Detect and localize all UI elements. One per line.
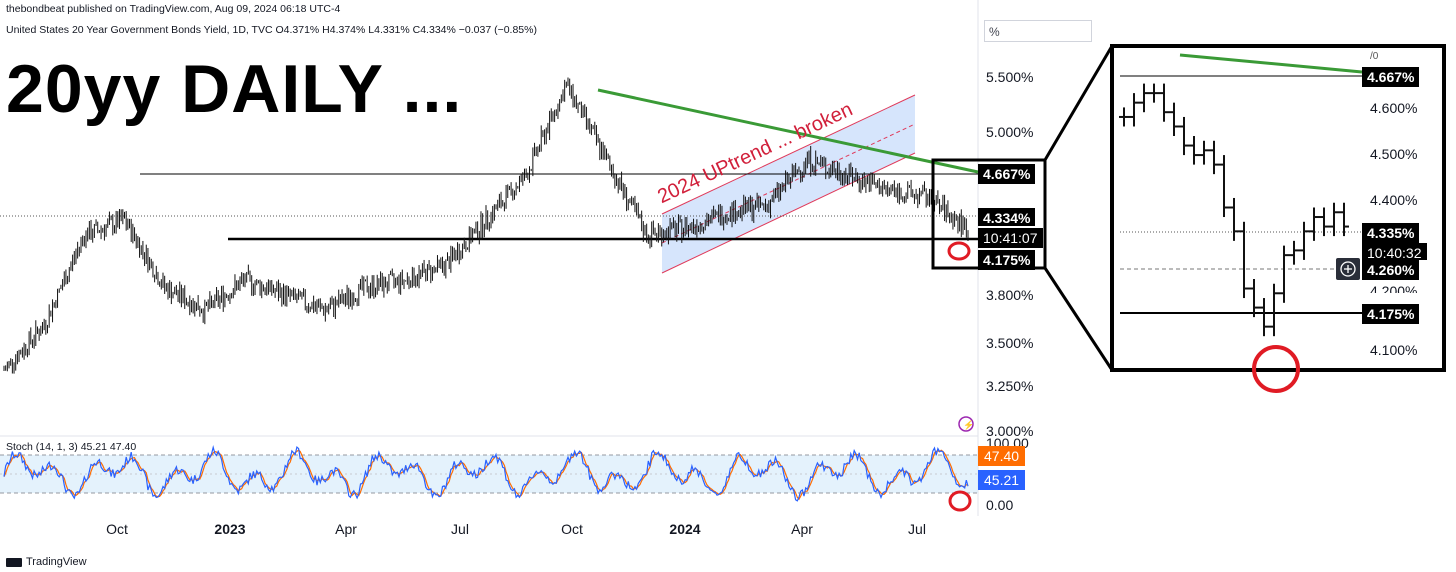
inset-downtrend-line <box>1179 53 1363 74</box>
inset-price-tick: 4.600% <box>1370 100 1418 116</box>
stoch-tick-0: 0.00 <box>986 497 1014 513</box>
price-tick: 3.250% <box>986 378 1034 394</box>
time-tick: Apr <box>335 521 357 537</box>
channel-upper-line <box>661 94 916 215</box>
unit-box[interactable]: % <box>984 20 1092 42</box>
alert-icon <box>958 416 974 432</box>
inset-cursor-tag: 4.260% <box>1362 260 1420 280</box>
inset-last-price-tag: 4.335% <box>1362 223 1420 243</box>
last-price-tag: 4.334% <box>978 208 1036 226</box>
plus-circle-icon <box>1340 261 1356 277</box>
stoch-k-tag: 45.21 <box>978 470 1026 490</box>
tradingview-footer[interactable]: TradingView <box>6 556 87 568</box>
support-price-tag: 4.175% <box>978 250 1036 270</box>
resistance-price-tag: 4.667% <box>978 164 1036 184</box>
inset-countdown-tag: 10:40:32 <box>1362 243 1427 260</box>
time-tick: Apr <box>791 521 813 537</box>
inset-price-tick: 4.500% <box>1370 146 1418 162</box>
zoom-connector-top <box>1043 45 1114 161</box>
low-circle-stoch <box>948 490 972 512</box>
stoch-d-tag: 47.40 <box>978 446 1026 466</box>
price-tick: 3.800% <box>986 287 1034 303</box>
time-tick-year: 2023 <box>214 521 246 537</box>
price-tick: 3.000% <box>986 423 1034 439</box>
publisher-line: thebondbeat published on TradingView.com… <box>6 3 341 15</box>
countdown-tag: 10:41:07 <box>978 228 1043 248</box>
alert-glyph: ⚡ <box>963 419 974 431</box>
inset-price-tick: 4.100% <box>1370 342 1418 358</box>
zoom-connector-bottom <box>1043 267 1114 371</box>
price-bars <box>3 77 969 374</box>
price-tick: 5.000% <box>986 124 1034 140</box>
chart-big-title: 20yy DAILY ... <box>6 51 463 127</box>
low-circle-main <box>947 241 971 261</box>
footer-brand: TradingView <box>26 556 87 568</box>
inset-price-tick: 4.200% <box>1370 283 1418 293</box>
inset-top-fragment: /0 <box>1370 51 1379 62</box>
time-tick: Jul <box>451 521 469 537</box>
inset-price-tick: 4.400% <box>1370 192 1418 208</box>
low-circle-inset <box>1252 345 1300 393</box>
time-tick: Oct <box>106 521 128 537</box>
stoch-k-line <box>3 444 969 502</box>
inset-price-bars <box>1119 83 1349 337</box>
time-tick-year: 2024 <box>669 521 701 537</box>
symbol-ohlc-line: United States 20 Year Government Bonds Y… <box>6 24 537 36</box>
price-tick: 3.500% <box>986 335 1034 351</box>
tradingview-logo-icon <box>6 557 22 567</box>
channel-mid-line <box>661 123 916 244</box>
time-tick: Oct <box>561 521 583 537</box>
inset-resistance-tag: 4.667% <box>1362 67 1420 87</box>
time-tick: Jul <box>908 521 926 537</box>
inset-support-tag: 4.175% <box>1362 304 1420 324</box>
stoch-title[interactable]: Stoch (14, 1, 3) 45.21 47.40 <box>6 441 137 453</box>
price-tick: 5.500% <box>986 69 1034 85</box>
downtrend-line <box>597 88 979 174</box>
